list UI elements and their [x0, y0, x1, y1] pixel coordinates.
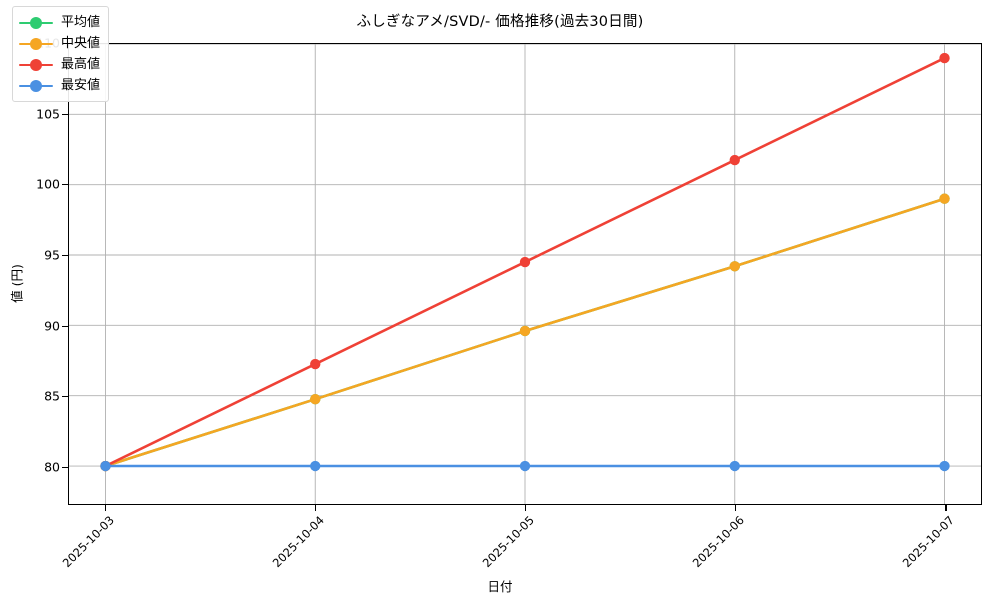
data-point-marker	[729, 460, 740, 472]
y-tick-mark	[62, 184, 68, 186]
legend-item-label: 最高値	[61, 57, 101, 72]
data-point-marker	[729, 261, 740, 272]
data-point-marker	[100, 460, 111, 472]
y-tick-mark	[62, 254, 68, 257]
data-point-marker	[310, 460, 321, 472]
chart-title: ふしぎなアメ/SVD/- 価格推移(過去30日間)	[356, 14, 644, 30]
data-point-marker	[939, 460, 950, 472]
y-tick-label: 80	[44, 459, 60, 475]
y-tick-mark	[62, 396, 68, 398]
y-axis-label: 値 (円)	[9, 264, 25, 303]
data-point-marker	[519, 256, 531, 268]
legend-swatch-icon	[19, 37, 53, 50]
x-tick-mark	[104, 505, 106, 511]
legend-item[interactable]: 最安値	[19, 75, 100, 96]
data-point-marker	[939, 193, 950, 204]
legend-swatch-icon	[19, 16, 53, 29]
data-point-marker	[310, 394, 321, 405]
y-tick-label: 85	[44, 388, 60, 404]
plot-area	[68, 43, 982, 505]
y-tick-label: 100	[36, 176, 60, 192]
plot-lines	[69, 44, 981, 504]
legend-swatch-icon	[19, 58, 53, 71]
data-point-marker	[519, 460, 531, 472]
x-tick-mark	[314, 505, 316, 511]
x-tick-mark	[735, 505, 737, 511]
data-point-marker	[519, 325, 531, 337]
x-tick-mark	[525, 505, 527, 511]
legend-item[interactable]: 平均値	[19, 12, 100, 33]
legend-marker-icon	[30, 58, 42, 71]
legend-item[interactable]: 最高値	[19, 54, 100, 75]
y-tick-label: 105	[36, 106, 60, 122]
y-tick-mark	[62, 466, 68, 469]
legend-item-label: 平均値	[61, 15, 101, 30]
legend-marker-icon	[30, 79, 42, 92]
legend-item[interactable]: 中央値	[19, 33, 100, 54]
legend-swatch-icon	[19, 79, 53, 92]
data-point-marker	[310, 358, 321, 370]
legend-item-label: 最安値	[61, 78, 101, 93]
data-point-marker	[939, 52, 950, 64]
x-axis-label: 日付	[487, 579, 513, 594]
data-point-marker	[729, 154, 740, 166]
y-tick-label: 95	[44, 247, 60, 263]
legend-marker-icon	[30, 37, 42, 50]
y-tick-label: 90	[44, 318, 60, 334]
legend-item-label: 中央値	[61, 36, 101, 51]
y-tick-mark	[62, 325, 68, 327]
x-tick-mark	[945, 505, 947, 511]
legend-marker-icon	[30, 16, 42, 29]
chart-legend[interactable]: 平均値中央値最高値最安値	[12, 6, 110, 102]
y-tick-mark	[62, 113, 68, 115]
